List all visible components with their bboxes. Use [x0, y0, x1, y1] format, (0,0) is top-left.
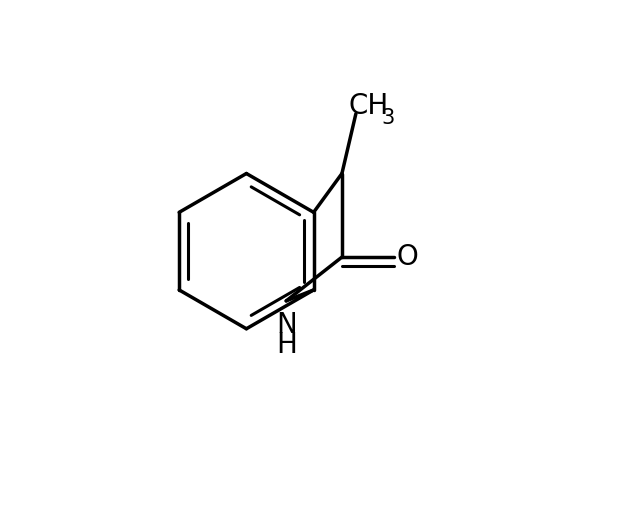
Text: 3: 3	[381, 108, 395, 128]
Text: O: O	[397, 243, 419, 271]
Text: N: N	[276, 311, 296, 339]
Text: H: H	[276, 331, 296, 359]
Text: CH: CH	[349, 92, 389, 120]
